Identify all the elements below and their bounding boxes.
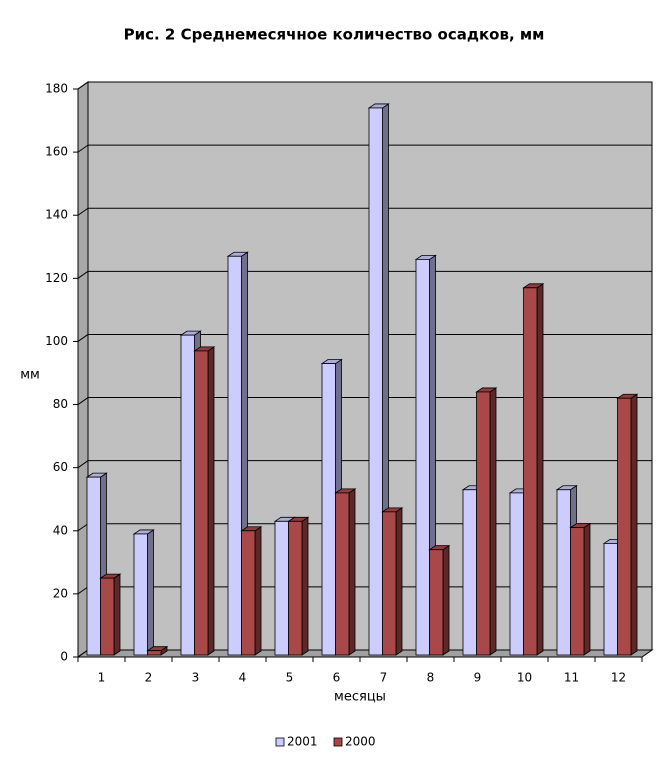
grid-line [77, 144, 89, 153]
bar-side [630, 393, 638, 656]
grid-line [77, 649, 89, 658]
bar-front [133, 533, 148, 656]
bar-front [227, 255, 242, 656]
bar-side [254, 526, 262, 656]
bar-front [86, 476, 101, 656]
x-tick-label: 3 [192, 671, 200, 685]
bar-side [113, 573, 121, 656]
x-tick-label: 10 [517, 671, 532, 685]
chart-title: Рис. 2 Среднемесячное количество осадков… [124, 26, 545, 44]
bar-front [570, 527, 585, 656]
x-tick-label: 8 [427, 671, 435, 685]
y-axis-title: мм [20, 368, 40, 383]
bar [569, 522, 592, 656]
bar-front [603, 543, 618, 656]
legend-swatch [333, 737, 343, 747]
legend-swatch [275, 737, 285, 747]
bar [99, 573, 122, 656]
grid-line [77, 270, 89, 279]
side-wall [77, 81, 89, 658]
x-tick-label: 12 [611, 671, 626, 685]
grid-line [77, 334, 89, 342]
x-tick-label: 11 [564, 671, 579, 685]
legend-label: 2001 [287, 735, 318, 749]
bar-front [617, 397, 632, 656]
legend-label: 2000 [345, 735, 376, 749]
bar-side [583, 522, 591, 656]
bar-front [194, 350, 209, 656]
grid-line [77, 207, 89, 216]
bar-side [395, 507, 403, 656]
bar-front [509, 492, 524, 656]
bar-side [442, 544, 450, 656]
bar-front [476, 391, 491, 656]
bar [193, 346, 216, 656]
x-tick-label: 9 [474, 671, 482, 685]
bar-front [523, 287, 538, 656]
x-tick-label: 7 [380, 671, 388, 685]
bar [132, 529, 155, 656]
bar-side [489, 387, 497, 656]
bar [146, 645, 169, 656]
bar-front [368, 107, 383, 656]
y-tick-label: 100 [45, 334, 68, 348]
bar [381, 507, 404, 656]
x-tick-label: 4 [239, 671, 247, 685]
x-tick-label: 1 [98, 671, 106, 685]
bar-side [348, 488, 356, 656]
bar [428, 544, 451, 656]
bar-front [335, 492, 350, 656]
bar-side [301, 516, 309, 656]
y-tick-label: 60 [53, 460, 68, 474]
y-tick-label: 140 [45, 208, 68, 222]
x-axis-title: месяцы [334, 690, 386, 705]
bar [334, 488, 357, 656]
bar-front [462, 489, 477, 656]
bar [287, 516, 310, 656]
bar-front [100, 577, 115, 656]
grid-line [77, 81, 89, 90]
bar-side [207, 346, 215, 656]
bar [475, 387, 498, 656]
grid-line [77, 397, 89, 405]
bar-front [321, 363, 336, 656]
bar-front [241, 530, 256, 656]
grid-line [77, 586, 89, 595]
bar-side [536, 283, 544, 656]
y-tick-label: 80 [53, 397, 68, 411]
bar-front [147, 650, 162, 656]
bar-side [147, 529, 154, 656]
bar [522, 283, 545, 656]
bar-front [429, 549, 444, 656]
bar [240, 526, 263, 656]
x-tick-label: 2 [145, 671, 153, 685]
y-tick-label: 40 [53, 523, 68, 537]
bar-front [274, 520, 289, 656]
x-tick-label: 5 [286, 671, 294, 685]
grid-line [77, 523, 89, 532]
bar-front [180, 334, 195, 656]
bar-front [556, 489, 571, 656]
y-tick-label: 160 [45, 145, 68, 159]
y-tick-label: 120 [45, 271, 68, 285]
x-tick-label: 6 [333, 671, 341, 685]
y-tick-label: 0 [60, 650, 68, 664]
bar-front [415, 258, 430, 656]
grid-line [77, 460, 89, 469]
bar-front [382, 511, 397, 656]
y-tick-label: 180 [45, 82, 68, 96]
bar-front [288, 520, 303, 656]
bar [616, 393, 639, 656]
y-tick-label: 20 [53, 586, 68, 600]
